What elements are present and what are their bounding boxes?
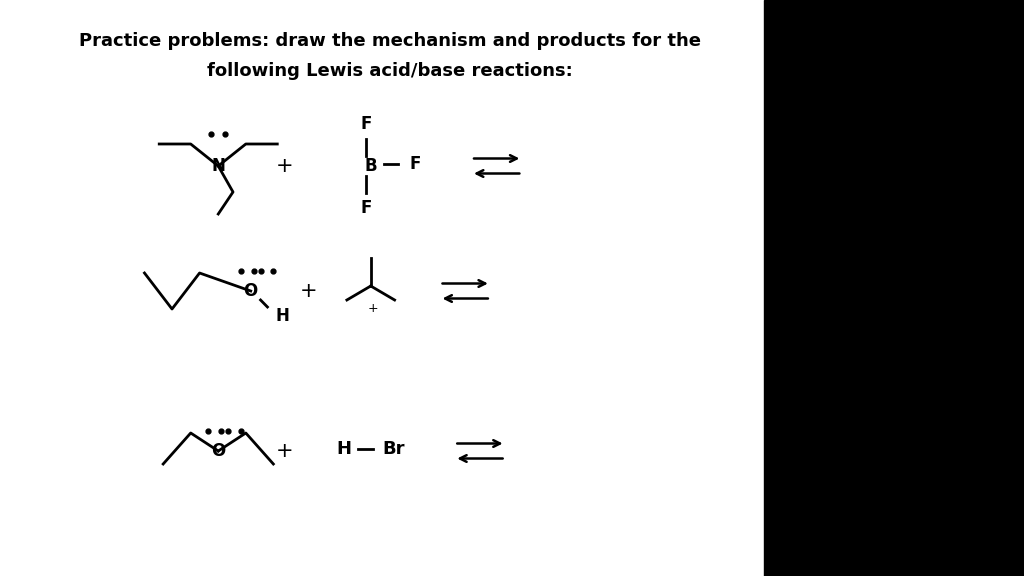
Text: H: H [275, 307, 289, 325]
Text: O: O [244, 282, 258, 300]
Bar [764, 0, 1024, 576]
Text: +: + [300, 281, 317, 301]
Text: F: F [360, 115, 372, 133]
Text: F: F [360, 199, 372, 217]
Text: B: B [365, 157, 377, 175]
Text: F: F [410, 155, 421, 173]
Text: following Lewis acid/base reactions:: following Lewis acid/base reactions: [208, 62, 573, 80]
Text: +: + [275, 441, 293, 461]
Text: H: H [337, 440, 351, 458]
Text: +: + [368, 301, 378, 314]
Text: +: + [275, 156, 293, 176]
Text: Br: Br [382, 440, 404, 458]
Text: Practice problems: draw the mechanism and products for the: Practice problems: draw the mechanism an… [79, 32, 701, 50]
Text: N: N [211, 157, 225, 175]
Text: O: O [211, 442, 225, 460]
